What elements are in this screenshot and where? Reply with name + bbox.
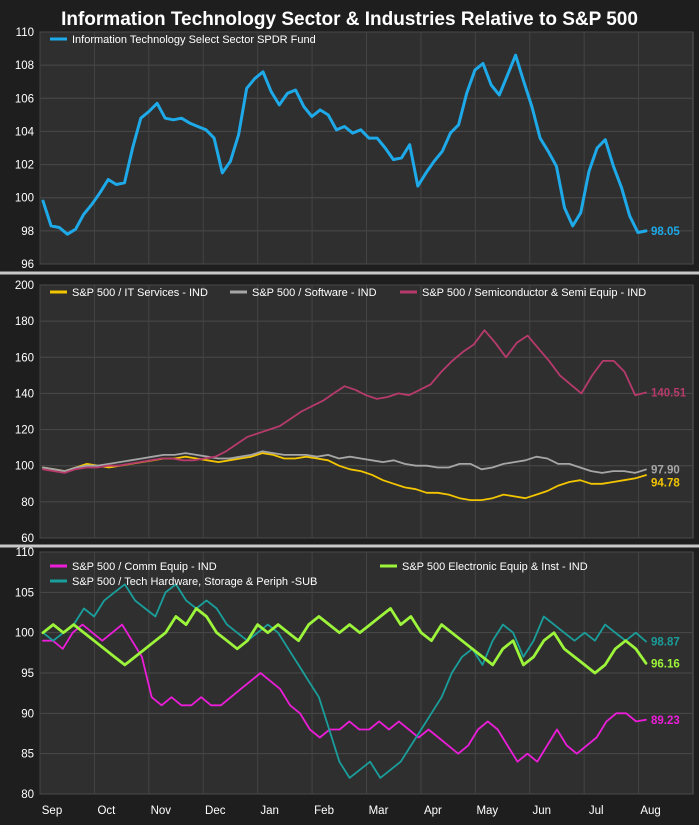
legend-label-1-1: Information Technology Select Sector SPD… xyxy=(72,34,316,46)
panel-3-y-tick-label: 100 xyxy=(15,628,34,640)
series-line-3-2 xyxy=(42,583,647,779)
panel-2-y-tick-label: 80 xyxy=(21,497,34,509)
panel-1-y-tick-label: 98 xyxy=(21,226,34,238)
x-tick-label: Jan xyxy=(260,805,279,817)
panel-1-y-tick-label: 106 xyxy=(15,93,34,105)
panel-1-y-tick-label: 100 xyxy=(15,193,34,205)
panel-separator-2 xyxy=(0,544,699,548)
series-line-3-1 xyxy=(42,623,647,763)
panel-3-y-tick-label: 105 xyxy=(15,587,34,599)
panel-2-y-tick-label: 140 xyxy=(15,388,34,400)
x-tick-label: Sep xyxy=(42,805,62,817)
panel-separator-1 xyxy=(0,271,699,275)
panel-2-y-tick-label: 200 xyxy=(15,280,34,292)
end-value-label-3-2: 98.87 xyxy=(651,637,680,649)
legend-label-3-3: S&P 500 Electronic Equip & Inst - IND xyxy=(402,561,588,573)
legend-label-3-1: S&P 500 / Comm Equip - IND xyxy=(72,561,217,573)
x-tick-label: Jun xyxy=(532,805,551,817)
series-line-2-2 xyxy=(42,450,647,474)
end-value-label-3-3: 96.16 xyxy=(651,658,680,670)
x-tick-label: May xyxy=(476,805,498,817)
panel-2-y-tick-label: 180 xyxy=(15,316,34,328)
legend-label-2-1: S&P 500 / IT Services - IND xyxy=(72,287,208,299)
series-line-2-3 xyxy=(42,329,647,474)
panel-3-y-tick-label: 85 xyxy=(21,749,34,761)
end-value-label-2-3: 140.51 xyxy=(651,388,687,400)
panel-3-y-tick-label: 95 xyxy=(21,668,34,680)
series-line-1-1 xyxy=(41,53,648,236)
legend-label-2-2: S&P 500 / Software - IND xyxy=(252,287,377,299)
x-tick-label: Feb xyxy=(314,805,334,817)
panel-1-y-tick-label: 102 xyxy=(15,160,34,172)
legend-label-2-3: S&P 500 / Semiconductor & Semi Equip - I… xyxy=(422,287,646,299)
panel-2-y-tick-label: 120 xyxy=(15,425,34,437)
x-tick-label: Oct xyxy=(97,805,116,817)
panel-2-y-tick-label: 60 xyxy=(21,533,34,545)
end-value-label-2-1: 94.78 xyxy=(651,478,680,490)
x-tick-label: Apr xyxy=(424,805,442,817)
panel-2-y-tick-label: 160 xyxy=(15,352,34,364)
x-tick-label: Aug xyxy=(640,805,660,817)
panel-3-y-tick-label: 90 xyxy=(21,708,34,720)
x-tick-label: Nov xyxy=(151,805,172,817)
chart-title: Information Technology Sector & Industri… xyxy=(61,9,638,30)
panel-1-y-tick-label: 110 xyxy=(16,27,34,39)
x-tick-label: Jul xyxy=(589,805,604,817)
panel-1-y-tick-label: 108 xyxy=(15,60,34,72)
panel-1-y-tick-label: 104 xyxy=(15,126,35,138)
panel-1-y-tick-label: 96 xyxy=(21,259,34,271)
panel-3-y-tick-label: 110 xyxy=(16,547,34,559)
panel-2-y-tick-label: 100 xyxy=(15,461,34,473)
x-tick-label: Dec xyxy=(205,805,226,817)
series-line-3-3 xyxy=(41,607,648,675)
end-value-label-2-2: 97.90 xyxy=(651,465,680,477)
panel-3-y-tick-label: 80 xyxy=(21,789,34,801)
legend-label-3-2: S&P 500 / Tech Hardware, Storage & Perip… xyxy=(72,576,317,588)
end-value-label-1-1: 98.05 xyxy=(651,226,680,238)
x-tick-label: Mar xyxy=(369,805,389,817)
end-value-label-3-1: 89.23 xyxy=(651,715,680,727)
